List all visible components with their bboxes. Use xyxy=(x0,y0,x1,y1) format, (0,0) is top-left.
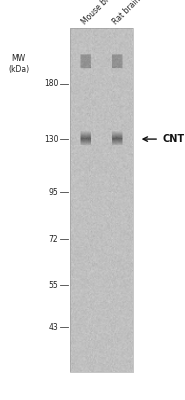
Text: 95: 95 xyxy=(48,188,58,197)
Text: 72: 72 xyxy=(49,235,58,244)
Text: CNTN5: CNTN5 xyxy=(163,134,185,144)
Text: 180: 180 xyxy=(44,79,58,88)
Text: MW
(kDa): MW (kDa) xyxy=(8,54,29,74)
Bar xyxy=(70,28,133,372)
Text: Mouse brain: Mouse brain xyxy=(80,0,119,26)
Text: Rat brain: Rat brain xyxy=(111,0,143,26)
Text: 55: 55 xyxy=(48,281,58,290)
Text: 43: 43 xyxy=(48,322,58,332)
Text: 130: 130 xyxy=(44,134,58,144)
